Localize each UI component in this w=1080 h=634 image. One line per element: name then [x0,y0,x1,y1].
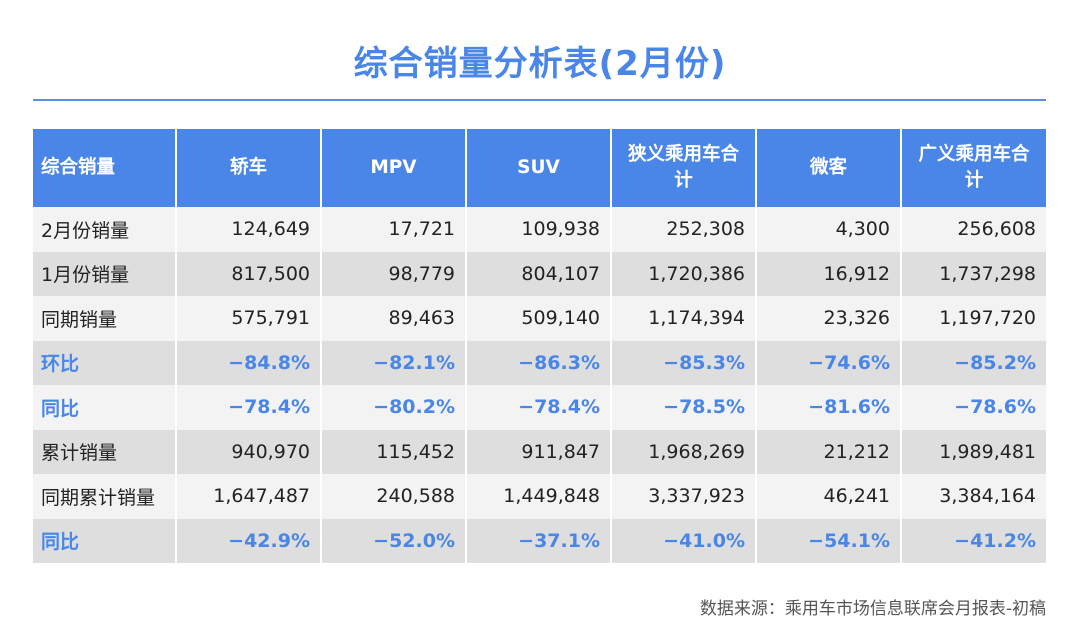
row-label: 环比 [33,340,177,385]
table-body: 2月份销量 124,649 17,721 109,938 252,308 4,300 256… [33,207,1046,563]
table-cell: 1,989,481 [901,429,1046,474]
row-label: 累计销量 [33,429,177,474]
column-header: 广义乘用车合计 [901,129,1046,207]
table-cell: 124,649 [176,207,322,252]
table-cell: −78.4% [176,385,322,430]
table-cell: 115,452 [321,429,467,474]
table-cell: 4,300 [756,207,902,252]
table-cell: 89,463 [321,296,467,341]
column-header: SUV [466,129,612,207]
table-cell: −52.0% [321,518,467,563]
table-cell: −78.4% [466,385,612,430]
column-header: 轿车 [176,129,322,207]
row-label: 同期销量 [33,296,177,341]
table-cell: 240,588 [321,474,467,519]
table-cell: −85.2% [901,340,1046,385]
table-cell: 911,847 [466,429,612,474]
table-cell: 940,970 [176,429,322,474]
table-cell: −78.5% [611,385,757,430]
table-cell: −37.1% [466,518,612,563]
table-cell: 3,337,923 [611,474,757,519]
table-title: 综合销量分析表(2月份) [353,44,727,84]
column-header: 狭义乘用车合计 [611,129,757,207]
table-cell: 256,608 [901,207,1046,252]
table-row: 环比 −84.8% −82.1% −86.3% −85.3% −74.6% −85.2% [33,340,1046,385]
column-header: 综合销量 [33,129,177,207]
row-label: 2月份销量 [33,207,177,252]
table-cell: 17,721 [321,207,467,252]
table-cell: 509,140 [466,296,612,341]
table-cell: 16,912 [756,251,902,296]
table-cell: −86.3% [466,340,612,385]
table-row: 1月份销量 817,500 98,779 804,107 1,720,386 16,912… [33,251,1046,296]
data-source-note: 数据来源：乘用车市场信息联席会月报表-初稿 [699,599,1046,619]
table-cell: 1,968,269 [611,429,757,474]
table-cell: 3,384,164 [901,474,1046,519]
table-cell: −78.6% [901,385,1046,430]
table-cell: 1,720,386 [611,251,757,296]
table-cell: −74.6% [756,340,902,385]
table-cell: −84.8% [176,340,322,385]
table-cell: −42.9% [176,518,322,563]
table-row: 同期销量 575,791 89,463 509,140 1,174,394 23,326 1… [33,296,1046,341]
table-row: 累计销量 940,970 115,452 911,847 1,968,269 21,212… [33,429,1046,474]
table-cell: 804,107 [466,251,612,296]
table-header-row: 综合销量 轿车 MPV SUV 狭义乘用车合计 微客 广义乘用车合计 [33,129,1046,207]
table-row: 同期累计销量 1,647,487 240,588 1,449,848 3,337,923… [33,474,1046,519]
table-cell: 46,241 [756,474,902,519]
table-cell: 21,212 [756,429,902,474]
table-cell: −54.1% [756,518,902,563]
table-cell: 817,500 [176,251,322,296]
column-header: MPV [321,129,467,207]
row-label: 同比 [33,385,177,430]
table-cell: 23,326 [756,296,902,341]
table-cell: 575,791 [176,296,322,341]
table-row: 同比 −78.4% −80.2% −78.4% −78.5% −81.6% −78.6% [33,385,1046,430]
table-cell: 1,449,848 [466,474,612,519]
table-cell: 109,938 [466,207,612,252]
title-divider [33,99,1046,101]
row-label: 同比 [33,518,177,563]
sales-analysis-table: 综合销量 轿车 MPV SUV 狭义乘用车合计 微客 广义乘用车合计 2月份销量… [33,129,1046,563]
column-header: 微客 [756,129,902,207]
table-cell: 1,647,487 [176,474,322,519]
table-cell: 1,737,298 [901,251,1046,296]
table-cell: −41.2% [901,518,1046,563]
table-cell: 1,174,394 [611,296,757,341]
row-label: 同期累计销量 [33,474,177,519]
table-cell: −85.3% [611,340,757,385]
table-cell: 1,197,720 [901,296,1046,341]
table-row: 同比 −42.9% −52.0% −37.1% −41.0% −54.1% −41.2% [33,518,1046,563]
table-cell: −80.2% [321,385,467,430]
table-cell: −41.0% [611,518,757,563]
table-row: 2月份销量 124,649 17,721 109,938 252,308 4,300 256… [33,207,1046,252]
table-cell: −82.1% [321,340,467,385]
table-cell: −81.6% [756,385,902,430]
row-label: 1月份销量 [33,251,177,296]
table-cell: 98,779 [321,251,467,296]
table-cell: 252,308 [611,207,757,252]
